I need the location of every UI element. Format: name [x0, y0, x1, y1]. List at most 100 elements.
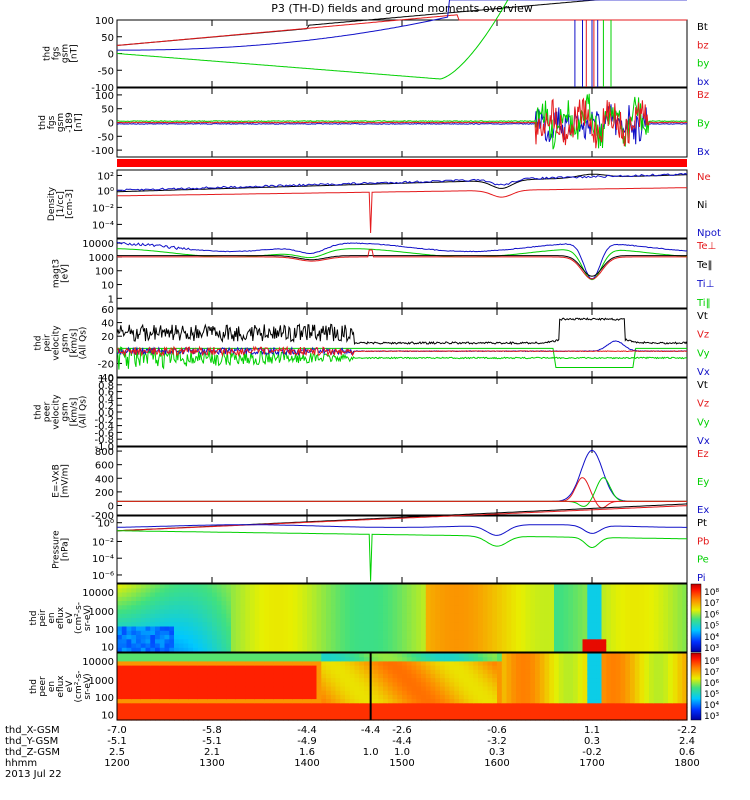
spectrogram-cell [459, 653, 465, 658]
spectrogram-cell [606, 605, 612, 611]
spectrogram-cell [288, 643, 294, 649]
spectrogram-cell [378, 657, 384, 662]
spectrogram-cell [416, 622, 422, 628]
spectrogram-cell [183, 643, 189, 649]
y-tick-label: 10⁻⁶ [92, 571, 114, 582]
spectrogram-cell [302, 609, 308, 615]
spectrogram-cell [501, 613, 508, 619]
spectrogram-cell [364, 588, 370, 594]
spectrogram-cell [140, 657, 147, 662]
spectrogram-cell [364, 639, 370, 645]
spectrogram-cell [606, 665, 612, 671]
spectrogram-cell [668, 653, 674, 658]
spectrogram-cell [117, 707, 123, 713]
spectrogram-cell [207, 647, 213, 653]
spectrogram-cell [430, 584, 436, 589]
spectrogram-cell [416, 694, 422, 700]
spectrogram-cell [402, 715, 408, 721]
spectrogram-cell [416, 665, 422, 671]
spectrogram-cell [592, 703, 598, 709]
spectrogram-cell [421, 601, 427, 606]
series-te-perp [117, 249, 687, 280]
spectrogram-cell [283, 711, 289, 717]
spectrogram-cell [259, 622, 265, 628]
spectrogram-cell [411, 596, 417, 602]
spectrogram-cell [288, 584, 294, 589]
spectrogram-cell [345, 601, 351, 606]
spectrogram-cell [197, 690, 204, 696]
spectrogram-cell [454, 661, 460, 667]
spectrogram-cell [677, 699, 683, 704]
spectrogram-cell [117, 605, 123, 611]
spectrogram-cell [326, 605, 332, 611]
spectrogram-cell [421, 673, 427, 679]
spectrogram-cell [354, 657, 360, 662]
spectrogram-cell [558, 699, 565, 704]
spectrogram-cell [573, 647, 579, 653]
spectrogram-cell [340, 647, 346, 653]
spectrogram-cell [544, 626, 550, 632]
spectrogram-cell [202, 699, 208, 704]
spectrogram-cell [278, 626, 284, 632]
spectrogram-cell [212, 647, 218, 653]
spectrogram-cell [254, 653, 261, 658]
spectrogram-cell [159, 678, 166, 683]
series-vy-quiet [117, 347, 687, 368]
spectrogram-cell [169, 707, 175, 713]
ephemeris-value: -3.2 [487, 736, 507, 747]
spectrogram-cell [259, 690, 265, 696]
spectrogram-cell [349, 639, 356, 645]
spectrogram-cell [269, 686, 275, 692]
spectrogram-cell [250, 588, 256, 594]
spectrogram-cell [440, 711, 446, 717]
spectrogram-cell [658, 639, 664, 645]
spectrogram-cell [653, 613, 660, 619]
spectrogram-cell [202, 635, 208, 640]
spectrogram-cell [482, 678, 489, 683]
spectrogram-cell [349, 596, 356, 602]
spectrogram-cell [649, 678, 655, 683]
spectrogram-cell [164, 622, 170, 628]
spectrogram-cell [140, 592, 147, 598]
spectrogram-cell [473, 690, 479, 696]
spectrogram-cell [387, 711, 394, 717]
spectrogram-cell [269, 588, 275, 594]
spectrogram-cell [397, 686, 403, 692]
spectrogram-cell [150, 711, 156, 717]
spectrogram-cell [330, 626, 337, 632]
spectrogram-cell [283, 715, 289, 721]
series-bx [117, 0, 687, 51]
spectrogram-cell [568, 657, 574, 662]
spectrogram-cell [397, 630, 403, 636]
spectrogram-cell [634, 584, 641, 589]
spectrogram-cell [335, 609, 341, 615]
colorbar-label: 10⁶ [704, 679, 719, 689]
legend-bx: bx [697, 77, 709, 88]
spectrogram-cell [207, 694, 213, 700]
spectrogram-cell [307, 601, 313, 606]
spectrogram-cell [197, 682, 204, 688]
spectrogram-cell [454, 613, 460, 619]
spectrogram-cell [649, 690, 655, 696]
spectrogram-cell [311, 673, 318, 679]
spectrogram-cell [307, 635, 313, 640]
spectrogram-cell [131, 661, 137, 667]
spectrogram-cell [278, 613, 284, 619]
spectrogram-cell [558, 592, 565, 598]
spectrogram-cell [126, 622, 132, 628]
spectrogram-cell [634, 686, 641, 692]
spectrogram-cell [216, 673, 223, 679]
spectrogram-cell [226, 592, 232, 598]
spectrogram-cell [330, 711, 337, 717]
spectrogram-cell [463, 678, 469, 683]
spectrogram-cell [658, 588, 664, 594]
spectrogram-cell [625, 715, 631, 721]
spectrogram-cell [625, 635, 631, 640]
spectrogram-cell [634, 613, 641, 619]
spectrogram-cell [416, 588, 422, 594]
spectrogram-cell [672, 711, 679, 717]
spectrogram-cell [473, 622, 479, 628]
spectrogram-cell [259, 673, 265, 679]
spectrogram-cell [459, 596, 465, 602]
spectrogram-cell [316, 653, 322, 658]
